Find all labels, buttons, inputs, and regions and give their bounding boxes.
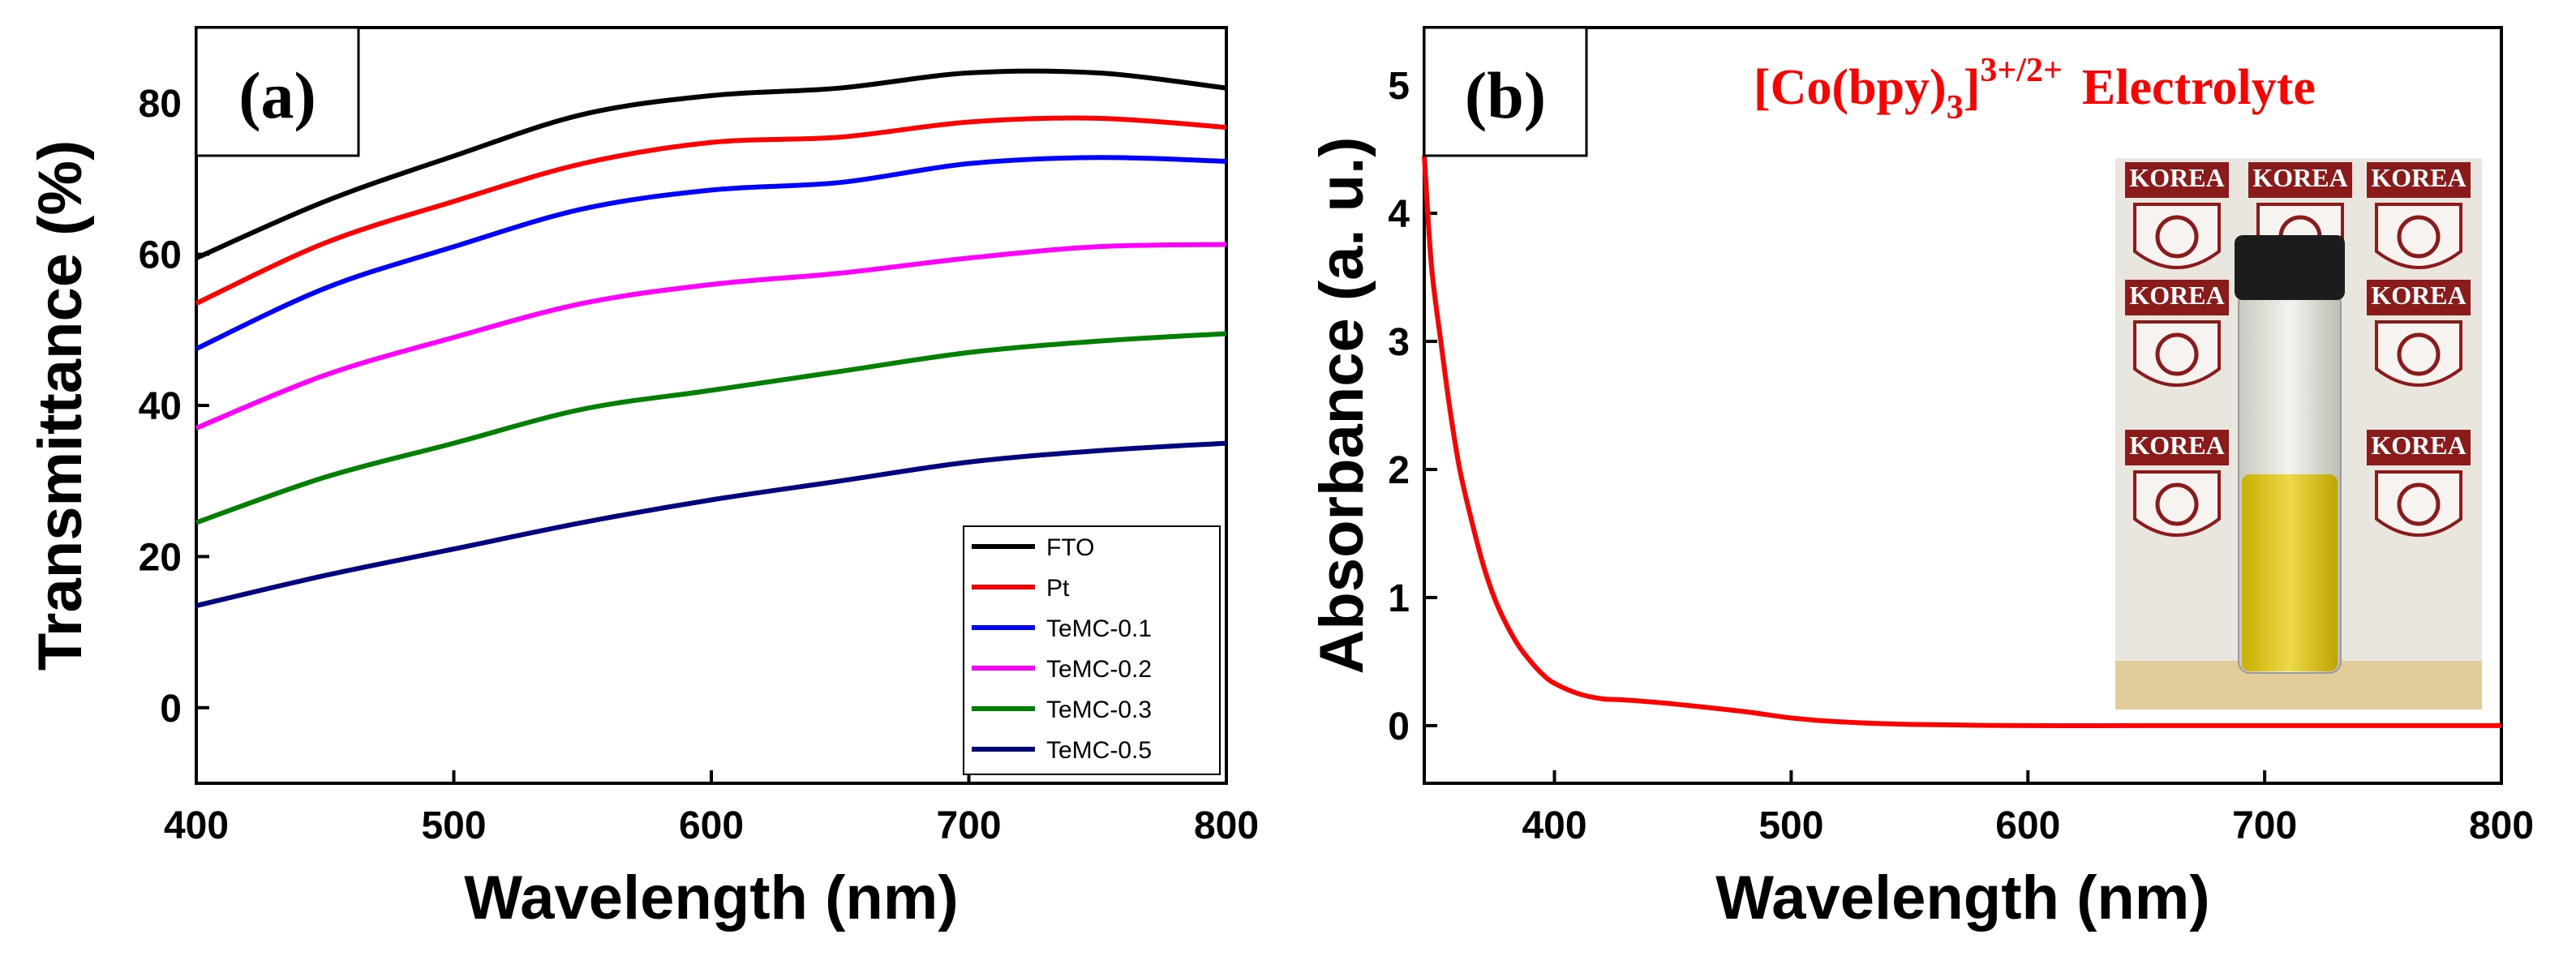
panel-a-x-tick-label: 700 xyxy=(936,804,1001,847)
panel-a-x-tick-label: 500 xyxy=(421,804,486,847)
panel-b-y-tick-label: 1 xyxy=(1388,577,1410,620)
panel-a-x-tick-label: 400 xyxy=(164,804,229,847)
seal-shield xyxy=(2133,203,2221,269)
panel-a: 400 500 600 700 800 0 20 40 60 80 (a) Wavelength… xyxy=(26,26,1259,932)
panel-b-label: (b) xyxy=(1465,58,1546,132)
series-line-temc-0-5 xyxy=(195,440,1227,608)
legend-label: TeMC-0.3 xyxy=(1046,697,1152,723)
panel-a-y-tick-label: 60 xyxy=(139,234,182,277)
annotation-bracket: ] xyxy=(1964,60,1981,115)
panel-b-x-tick-label: 400 xyxy=(1522,804,1586,847)
seal-shield xyxy=(2133,320,2221,387)
series-line-pt xyxy=(195,115,1227,306)
panel-a-label: (a) xyxy=(238,58,316,132)
panel-b-series xyxy=(1422,155,2502,729)
panel-b-x-axis-title: Wavelength (nm) xyxy=(1715,864,2209,932)
panel-a-y-axis-title: Transmittance (%) xyxy=(26,140,95,671)
panel-a-legend: FTO Pt TeMC-0.1 TeMC-0.2 TeMC-0.3 TeMC-0.5 xyxy=(963,525,1221,775)
korea-university-seal: KOREA xyxy=(2367,162,2471,269)
legend-label: FTO xyxy=(1046,534,1094,561)
annotation-formula: [Co(bpy) xyxy=(1754,60,1947,115)
seal-shield xyxy=(2375,470,2462,537)
panel-b-x-tick-label: 600 xyxy=(1995,804,2060,847)
korea-university-seal: KOREA xyxy=(2367,430,2471,537)
panel-b-y-tick-label: 0 xyxy=(1388,705,1410,748)
legend-label: Pt xyxy=(1046,575,1070,602)
inset-seal-grid: KOREA KOREA KOREA KOREA KOREA KOREA KOREA xyxy=(2125,162,2471,537)
panel-b-label-box xyxy=(1423,26,1588,157)
annotation-electrolyte: Electrolyte xyxy=(2082,60,2316,115)
panel-a-legend-entries: FTO Pt TeMC-0.1 TeMC-0.2 TeMC-0.3 TeMC-0.5 xyxy=(972,534,1152,764)
seal-shield xyxy=(2375,320,2462,387)
series-line-fto xyxy=(195,68,1227,261)
panel-a-legend-box xyxy=(963,525,1221,775)
series-line-absorbance xyxy=(1422,155,2502,729)
panel-b-y-tick-label: 2 xyxy=(1388,449,1410,492)
seal-tiger xyxy=(2155,482,2199,526)
panel-b-x-tick-label: 700 xyxy=(2232,804,2297,847)
legend-label: TeMC-0.1 xyxy=(1046,615,1152,642)
panel-a-x-tick-label: 600 xyxy=(679,804,744,847)
seal-tiger xyxy=(2397,332,2441,376)
legend-label: TeMC-0.5 xyxy=(1046,737,1152,764)
seal-label: KOREA xyxy=(2129,281,2224,310)
series-line-temc-0-2 xyxy=(195,242,1227,431)
panel-a-y-tick-label: 80 xyxy=(139,83,182,126)
legend-label: TeMC-0.2 xyxy=(1046,656,1152,683)
panel-b-plot-frame xyxy=(1423,26,2503,785)
seal-label: KOREA xyxy=(2371,163,2466,192)
seal-tiger xyxy=(2397,215,2441,259)
panel-b-y-ticks: 0 1 2 3 4 5 xyxy=(1388,65,1437,748)
panel-b-y-axis-title: Absorbance (a. u.) xyxy=(1307,137,1376,675)
vial-cap xyxy=(2235,235,2345,300)
annotation-superscript: 3+/2+ xyxy=(1980,52,2063,89)
seal-tiger xyxy=(2155,215,2199,259)
panel-b-x-tick-label: 800 xyxy=(2469,804,2534,847)
panel-a-series xyxy=(195,68,1227,608)
panel-b-y-tick-label: 3 xyxy=(1388,321,1410,364)
annotation-subscript: 3 xyxy=(1947,89,1964,126)
panel-b-y-tick-label: 4 xyxy=(1388,193,1410,236)
panel-a-label-box xyxy=(195,26,360,157)
panel-b-x-ticks: 400 500 600 700 800 xyxy=(1522,770,2534,847)
korea-university-seal: KOREA xyxy=(2125,280,2229,387)
korea-university-seal: KOREA xyxy=(2125,430,2229,537)
series-line-temc-0-1 xyxy=(195,155,1227,351)
panel-a-y-ticks: 0 20 40 60 80 xyxy=(139,83,209,731)
panel-b-y-tick-label: 5 xyxy=(1388,65,1410,108)
panel-b-annotation: [Co(bpy)3]3+/2+ Electrolyte xyxy=(1754,52,2316,126)
seal-label: KOREA xyxy=(2129,163,2224,192)
seal-label: KOREA xyxy=(2129,431,2224,460)
panel-a-x-axis-title: Wavelength (nm) xyxy=(464,864,958,932)
series-line-temc-0-3 xyxy=(195,331,1227,525)
seal-tiger xyxy=(2397,482,2441,526)
seal-label: KOREA xyxy=(2252,163,2347,192)
panel-a-x-ticks: 400 500 600 700 800 xyxy=(164,770,1259,847)
korea-university-seal: KOREA xyxy=(2367,280,2471,387)
vial-liquid xyxy=(2242,474,2338,671)
panel-a-y-tick-label: 0 xyxy=(160,688,182,731)
korea-university-seal: KOREA xyxy=(2125,162,2229,269)
panel-a-y-tick-label: 20 xyxy=(139,536,182,579)
seal-tiger xyxy=(2155,332,2199,376)
panel-a-x-tick-label: 800 xyxy=(1194,804,1259,847)
panel-b-x-tick-label: 500 xyxy=(1758,804,1823,847)
seal-label: KOREA xyxy=(2371,431,2466,460)
seal-shield xyxy=(2375,203,2462,269)
seal-label: KOREA xyxy=(2371,281,2466,310)
inset-photo: KOREA KOREA KOREA KOREA KOREA KOREA KOREA xyxy=(2115,158,2482,709)
panel-a-y-tick-label: 40 xyxy=(139,385,182,428)
seal-shield xyxy=(2133,470,2221,537)
